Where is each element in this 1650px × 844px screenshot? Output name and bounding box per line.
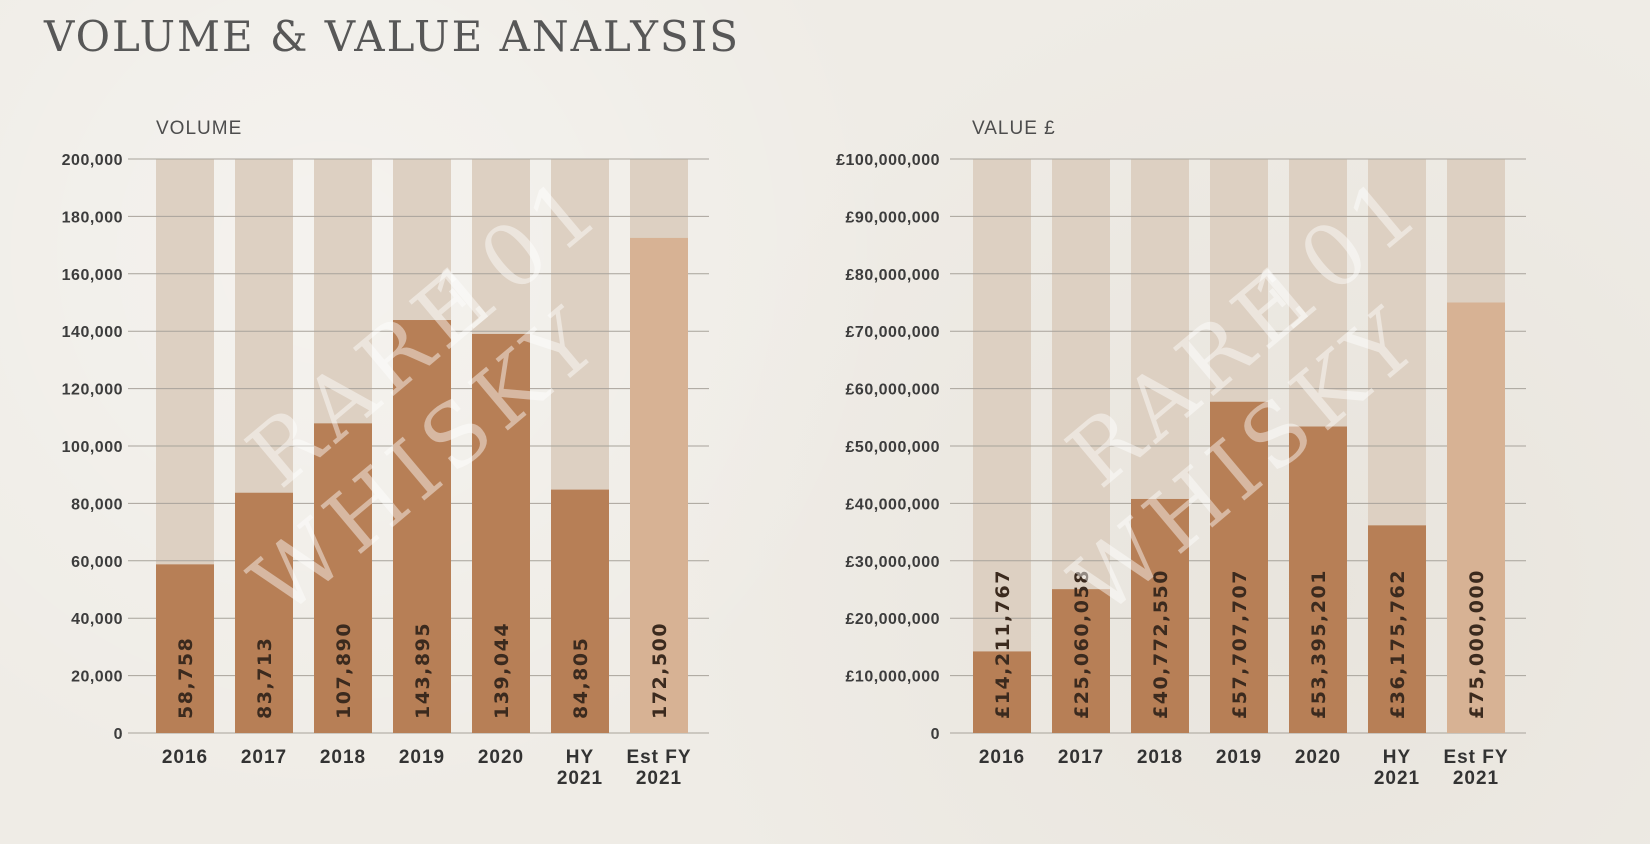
bar (1447, 302, 1505, 733)
y-tick-label: £10,000,000 (846, 669, 940, 686)
x-tick-label: HY (566, 747, 594, 768)
data-label: £14,211,767 (992, 569, 1014, 719)
y-tick-label: 40,000 (71, 611, 123, 628)
bar (1368, 525, 1426, 733)
volume-chart: VOLUME 0 20,000 40,000 60,000 80,000 100,000 12… (62, 118, 709, 789)
y-tick-label: 0 (114, 726, 123, 743)
y-tick-label: 20,000 (71, 669, 123, 686)
data-label: 107,890 (333, 622, 355, 719)
x-tick-label: 2016 (162, 747, 208, 768)
bar (973, 651, 1031, 733)
x-tick-label: Est FY (626, 747, 691, 768)
y-tick-label: 0 (931, 726, 940, 743)
y-tick-label: £70,000,000 (846, 324, 940, 341)
bar (1289, 426, 1347, 733)
bar (630, 237, 688, 734)
x-tick-label: 2018 (320, 747, 366, 768)
bar (156, 564, 214, 733)
y-tick-label: £100,000,000 (836, 152, 940, 169)
y-tick-label: £80,000,000 (846, 267, 940, 284)
bar (235, 492, 293, 733)
data-label: 84,805 (570, 637, 592, 719)
data-label: £40,772,550 (1150, 569, 1172, 719)
bar (472, 333, 530, 733)
x-tick-label: 2016 (979, 747, 1025, 768)
data-label: £25,060,058 (1071, 569, 1093, 719)
y-tick-label: 80,000 (71, 496, 123, 513)
data-label: £57,707,707 (1229, 569, 1251, 719)
x-tick-label: Est FY (1443, 747, 1508, 768)
y-tick-label: £40,000,000 (846, 496, 940, 513)
bar (1131, 498, 1189, 733)
page-title: VOLUME & VALUE ANALYSIS (44, 12, 741, 61)
bar (393, 320, 451, 733)
x-tick-label: 2021 (1374, 768, 1420, 789)
data-label: 172,500 (649, 622, 671, 719)
x-tick-label: 2020 (478, 747, 524, 768)
x-tick-label: 2021 (1453, 768, 1499, 789)
chart-title: VALUE £ (972, 118, 1056, 139)
y-tick-label: 180,000 (62, 209, 123, 226)
y-tick-label: £90,000,000 (846, 209, 940, 226)
data-label: 143,895 (412, 622, 434, 719)
chart-title: VOLUME (156, 118, 242, 139)
x-tick-label: 2020 (1295, 747, 1341, 768)
y-tick-label: £60,000,000 (846, 382, 940, 399)
data-label: 139,044 (491, 622, 513, 719)
y-tick-label: 160,000 (62, 267, 123, 284)
bar (1210, 401, 1268, 733)
data-label: £36,175,762 (1387, 569, 1409, 719)
bar (1052, 589, 1110, 733)
data-label: 58,758 (175, 637, 197, 719)
y-tick-label: 140,000 (62, 324, 123, 341)
x-tick-label: 2019 (399, 747, 445, 768)
y-tick-label: 200,000 (62, 152, 123, 169)
x-tick-label: 2021 (557, 768, 603, 789)
data-label: £75,000,000 (1466, 569, 1488, 719)
x-tick-label: 2017 (241, 747, 287, 768)
data-label: 83,713 (254, 637, 276, 719)
y-tick-label: £30,000,000 (846, 554, 940, 571)
x-tick-label: HY (1383, 747, 1411, 768)
data-label: £53,395,201 (1308, 569, 1330, 719)
y-tick-label: 100,000 (62, 439, 123, 456)
value-chart: VALUE £ 0 £10,000,000 £20,000,000 £30,000,00… (836, 118, 1526, 789)
y-tick-label: 120,000 (62, 382, 123, 399)
y-tick-label: £20,000,000 (846, 611, 940, 628)
x-tick-label: 2017 (1058, 747, 1104, 768)
y-tick-label: £50,000,000 (846, 439, 940, 456)
x-tick-label: 2018 (1137, 747, 1183, 768)
bar (314, 423, 372, 733)
x-tick-label: 2021 (636, 768, 682, 789)
x-tick-label: 2019 (1216, 747, 1262, 768)
bar (551, 489, 609, 733)
y-tick-label: 60,000 (71, 554, 123, 571)
